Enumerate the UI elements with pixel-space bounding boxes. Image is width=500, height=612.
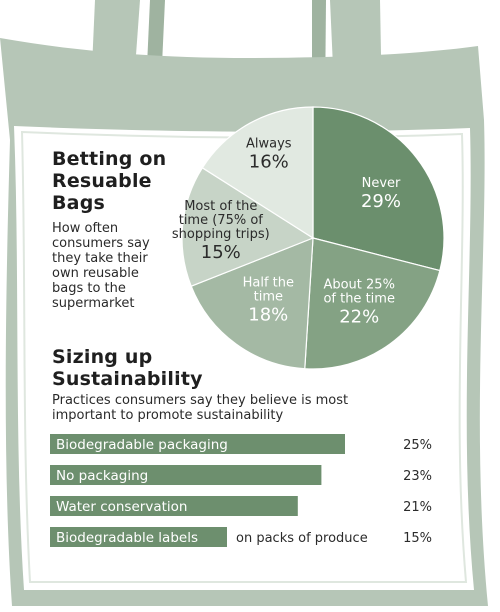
pie-slice (190, 237, 314, 370)
pie-section-title: Betting on Resuable Bags (52, 148, 166, 214)
pie-slice-label: time (254, 290, 283, 305)
bar-section-title: Sizing up Sustainability (52, 346, 203, 390)
pie-slice (304, 237, 441, 370)
pie-slice-value-label: 16% (249, 152, 289, 173)
pie-slice-label: Half the (243, 276, 294, 291)
pie-slice-label: of the time (323, 292, 395, 307)
pie-slice (201, 106, 314, 240)
bar-subtitle-line: Practices consumers say they believe is … (52, 393, 349, 408)
pie-slice-label: Never (362, 176, 401, 191)
pie-subtitle-line: consumers say (52, 236, 150, 251)
pie-slice-label: About 25% (323, 278, 394, 293)
pie-title-line: Betting on (52, 148, 167, 170)
pie-subtitle-line: they take their (52, 251, 148, 266)
pie-subtitle-line: How often (52, 221, 119, 236)
pie-slice-label: shopping trips) (172, 227, 270, 242)
bar (50, 434, 345, 454)
bar-value-label: 23% (403, 469, 432, 484)
pie-slice-value-label: 15% (201, 242, 241, 263)
bar-category-label: Water conservation (56, 499, 187, 515)
pie-slice (181, 166, 315, 287)
pie-title-line: Bags (52, 192, 106, 214)
pie-slice-value-label: 22% (339, 307, 379, 328)
bar-chart: Biodegradable packaging 25% No packaging 23… (50, 434, 432, 547)
pie-title-line: Resuable (52, 170, 152, 192)
bar-section-subtitle: Practices consumers say they believe is … (52, 393, 348, 423)
bar (50, 527, 227, 547)
pie-section-subtitle: How often consumers say they take their … (52, 221, 150, 311)
bar-subtitle-line: important to promote sustainability (52, 408, 284, 423)
pie-subtitle-line: own reusable (52, 266, 139, 281)
bar-title-line: Sizing up (52, 346, 153, 368)
pie-subtitle-line: bags to the (52, 281, 126, 296)
pie-slice-label: Most of the (184, 199, 257, 214)
bar (50, 465, 322, 485)
bar-category-label: Biodegradable labels (56, 530, 198, 546)
pie-slice-label: Always (246, 137, 292, 152)
bar-title-line: Sustainability (52, 368, 203, 390)
bar-value-label: 21% (403, 500, 432, 515)
pie-slice (312, 106, 445, 272)
bar-category-suffix: on packs of produce (236, 531, 368, 546)
pie-subtitle-line: supermarket (52, 296, 135, 311)
pie-slice-label: time (75% of (179, 213, 264, 228)
pie-slice-value-label: 29% (361, 191, 401, 212)
bar-category-label: Biodegradable packaging (56, 437, 228, 453)
bar-value-label: 25% (403, 438, 432, 453)
bar-value-label: 15% (403, 531, 432, 546)
bar (50, 496, 298, 516)
bar-category-label: No packaging (56, 468, 148, 484)
pie-slice-value-label: 18% (248, 305, 288, 326)
